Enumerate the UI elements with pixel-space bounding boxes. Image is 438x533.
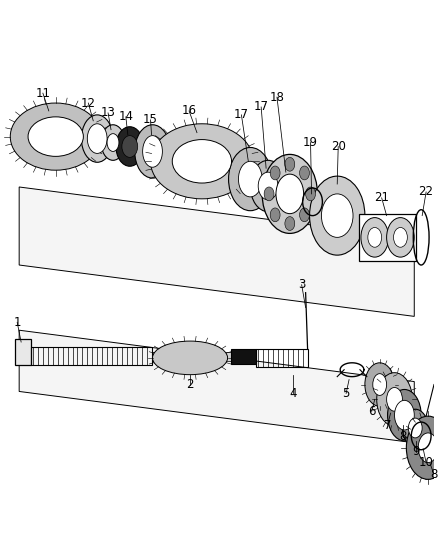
Ellipse shape [395,400,414,430]
Text: 9: 9 [413,445,420,458]
Ellipse shape [276,174,304,214]
Ellipse shape [361,217,389,257]
Ellipse shape [229,148,272,211]
Text: 21: 21 [374,191,389,204]
Ellipse shape [365,363,395,406]
Ellipse shape [262,155,318,233]
Text: 3: 3 [298,278,305,291]
Text: 8: 8 [400,430,407,443]
Ellipse shape [172,140,232,183]
Ellipse shape [310,176,365,255]
Text: 20: 20 [331,140,346,153]
Polygon shape [19,330,414,443]
Ellipse shape [387,217,414,257]
Ellipse shape [387,387,403,411]
Text: 12: 12 [81,96,96,109]
Ellipse shape [28,117,83,156]
Text: 19: 19 [303,136,318,149]
Text: 4: 4 [289,387,297,400]
Ellipse shape [107,134,119,151]
Ellipse shape [270,208,280,222]
Text: 13: 13 [101,107,116,119]
Polygon shape [359,214,416,261]
Polygon shape [19,187,414,317]
Ellipse shape [81,115,113,162]
Text: 2: 2 [186,378,194,391]
Ellipse shape [300,166,309,180]
Polygon shape [152,352,230,361]
Ellipse shape [143,135,162,167]
Text: 22: 22 [419,185,434,198]
Ellipse shape [306,187,315,201]
Ellipse shape [10,103,101,170]
Ellipse shape [264,187,274,201]
Text: 6: 6 [368,405,375,418]
Ellipse shape [393,228,407,247]
Polygon shape [230,349,256,364]
Ellipse shape [368,228,381,247]
Ellipse shape [250,160,286,212]
Ellipse shape [135,125,170,178]
Text: 15: 15 [143,114,158,126]
Text: 18: 18 [269,91,284,103]
Text: 14: 14 [118,110,133,123]
Text: 17: 17 [234,108,249,122]
Text: 1: 1 [14,316,21,329]
Text: 11: 11 [35,87,50,100]
Ellipse shape [116,127,144,166]
Text: 5: 5 [343,387,350,400]
Ellipse shape [238,161,262,197]
Text: 17: 17 [254,101,268,114]
Ellipse shape [408,418,422,438]
Ellipse shape [101,125,125,160]
Text: 16: 16 [182,104,197,117]
Ellipse shape [152,341,228,375]
Ellipse shape [258,172,278,200]
Ellipse shape [151,124,253,199]
Ellipse shape [403,409,428,447]
Text: 7: 7 [384,418,391,432]
Ellipse shape [285,157,295,171]
Ellipse shape [388,390,421,441]
Text: 8: 8 [430,468,438,481]
Ellipse shape [377,373,412,426]
Polygon shape [15,339,31,365]
Ellipse shape [122,135,138,157]
Ellipse shape [270,166,280,180]
Ellipse shape [300,208,309,222]
Ellipse shape [321,194,353,237]
Text: 10: 10 [419,456,434,469]
Ellipse shape [406,416,438,479]
Ellipse shape [87,124,107,154]
Ellipse shape [373,374,387,395]
Ellipse shape [285,216,295,230]
Ellipse shape [418,433,438,463]
